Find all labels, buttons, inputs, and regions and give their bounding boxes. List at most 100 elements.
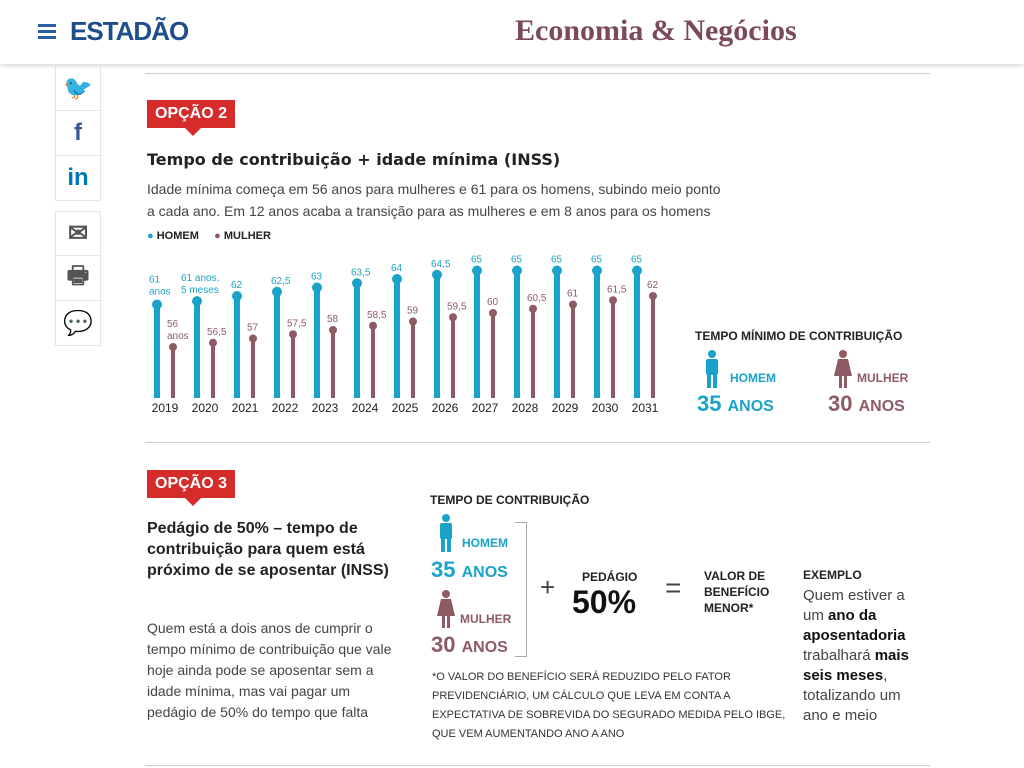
bar-dot [449, 313, 457, 322]
option-2-tag: OPÇÃO 2 [147, 100, 236, 136]
exemplo-text: Quem estiver a um ano da aposentadoria t… [803, 587, 909, 724]
data-label: 61 [567, 289, 579, 300]
data-label: 58 [327, 314, 339, 325]
bar-dot [369, 321, 377, 330]
year-tick-label: 2028 [512, 401, 539, 415]
data-label: 65 [511, 255, 523, 266]
divider [145, 442, 930, 443]
bar-dot [192, 296, 202, 307]
valor-beneficio: VALOR DE BENEFÍCIO MENOR* [704, 569, 770, 615]
option-3-desc: Quem está a dois anos de cumprir o tempo… [147, 620, 392, 720]
bar-dot [649, 292, 657, 300]
data-label: 65 [631, 255, 643, 266]
data-label: 65 [551, 255, 563, 266]
data-label: 56 anos [167, 319, 189, 342]
data-label: 58,5 [367, 310, 387, 321]
bar-dot [169, 343, 177, 351]
homem-years: 35 ANOS [431, 557, 508, 582]
comments-icon[interactable]: 💬 [55, 301, 101, 346]
divider [145, 73, 930, 74]
legend-mulher: MULHER [223, 230, 271, 242]
bar-dot [512, 265, 522, 276]
bar-dot [489, 309, 497, 317]
homem-label: HOMEM [730, 371, 776, 385]
year-tick-label: 2022 [272, 401, 299, 415]
data-label: 57,5 [287, 318, 307, 329]
woman-icon [834, 350, 852, 388]
data-label: 59,5 [447, 301, 467, 312]
year-tick-label: 2027 [472, 401, 499, 415]
option-3-title: Pedágio de 50% – tempo de contribuição p… [147, 520, 389, 579]
bar-dot [289, 330, 297, 339]
bar-dot [552, 265, 562, 276]
bar-dot [232, 291, 242, 301]
year-tick-label: 2030 [592, 401, 619, 415]
mulher-years: 30 ANOS [828, 391, 905, 416]
bar-dot [472, 265, 482, 276]
bar-dot [312, 282, 322, 293]
data-label: 63,5 [351, 267, 371, 278]
age-chart: 61 anos 56 anos 2019 61 anos, 5 meses 56,5 2020 6… [149, 255, 659, 416]
menu-icon[interactable] [38, 24, 56, 39]
data-label: 60 [487, 297, 499, 308]
option-2-title: Tempo de contribuição + idade mínima (IN… [147, 150, 561, 169]
data-label: 64,5 [431, 259, 451, 270]
equals-sign: = [665, 572, 682, 603]
chart-legend: ● HOMEM ● MULHER [147, 230, 271, 242]
option-2-desc-2: a cada ano. Em 12 anos acaba a transição… [147, 203, 711, 219]
data-label: 63 [311, 272, 323, 283]
data-label: 61 anos, 5 meses [181, 273, 219, 296]
pedagio-label: PEDÁGIO [582, 570, 638, 584]
year-tick-label: 2029 [552, 401, 579, 415]
bar-dot [329, 326, 337, 334]
bar-dot [569, 300, 577, 309]
bar-dot [592, 265, 602, 276]
man-icon [440, 514, 452, 552]
mulher-label: MULHER [460, 612, 512, 626]
bar-dot [529, 304, 537, 313]
data-label: 61,5 [607, 284, 627, 295]
year-tick-label: 2026 [432, 401, 459, 415]
year-tick-label: 2019 [152, 401, 179, 415]
bracket [515, 522, 527, 657]
mulher-years: 30 ANOS [431, 632, 508, 657]
legend-homem-dot: ● [147, 230, 154, 242]
pedagio-percent: 50% [572, 584, 637, 620]
bar-dot [249, 334, 257, 343]
homem-label: HOMEM [462, 536, 508, 550]
twitter-icon[interactable]: 🐦 [55, 66, 101, 111]
bar-dot [209, 338, 217, 347]
year-tick-label: 2031 [632, 401, 659, 415]
year-tick-label: 2020 [192, 401, 219, 415]
email-icon[interactable]: ✉ [55, 211, 101, 256]
data-label: 61 anos [149, 275, 171, 298]
bar-dot [352, 278, 362, 289]
min-contribution-title: TEMPO MÍNIMO DE CONTRIBUIÇÃO [695, 329, 903, 343]
data-label: 65 [591, 255, 603, 266]
plus-sign: + [540, 572, 556, 602]
site-header: ESTADÃO Economia & Negócios [0, 0, 1024, 64]
linkedin-icon[interactable]: in [55, 156, 101, 201]
section-title[interactable]: Economia & Negócios [515, 14, 797, 47]
bar-dot [392, 274, 402, 284]
option-2-desc-1: Idade mínima começa em 56 anos para mulh… [147, 181, 721, 197]
data-label: 62 [231, 280, 243, 291]
legend-mulher-dot: ● [214, 230, 221, 242]
year-tick-label: 2024 [352, 401, 379, 415]
facebook-icon[interactable]: f [55, 111, 101, 156]
legend-homem: HOMEM [156, 230, 199, 242]
bar-dot [632, 265, 642, 276]
year-tick-label: 2023 [312, 401, 339, 415]
share-sidebar: 🐦 f in ✉ 🖶 💬 [55, 66, 101, 346]
estadao-logo[interactable]: ESTADÃO [70, 16, 189, 46]
contribution-title: TEMPO DE CONTRIBUIÇÃO [430, 493, 590, 507]
divider [145, 765, 930, 766]
bar-dot [609, 296, 617, 305]
homem-years: 35 ANOS [697, 391, 774, 416]
data-label: 65 [471, 255, 483, 266]
data-label: 64 [391, 263, 403, 274]
data-label: 62,5 [271, 276, 291, 287]
data-label: 56,5 [207, 327, 227, 338]
data-label: 59 [407, 306, 419, 317]
print-icon[interactable]: 🖶 [55, 256, 101, 301]
